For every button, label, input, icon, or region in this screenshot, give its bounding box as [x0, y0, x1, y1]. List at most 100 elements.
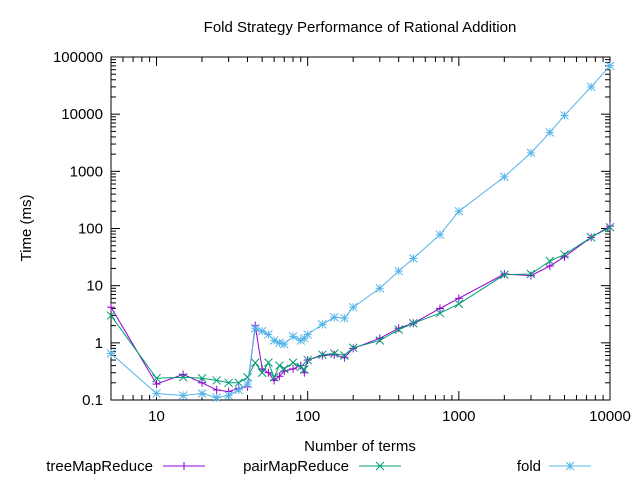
- data-point: [224, 391, 233, 400]
- data-point: [106, 311, 116, 320]
- data-point: [288, 331, 298, 341]
- legend-marker: [565, 461, 575, 471]
- data-point: [586, 233, 596, 242]
- data-point: [107, 303, 115, 312]
- data-point: [435, 230, 445, 240]
- series-line: [110, 65, 611, 399]
- data-point: [348, 302, 358, 312]
- data-point: [435, 308, 445, 318]
- data-point: [212, 376, 222, 385]
- y-tick-label: 100000: [53, 49, 103, 66]
- data-point: [454, 206, 464, 216]
- data-point: [224, 378, 233, 388]
- plot-border: [110, 56, 611, 401]
- data-point: [375, 283, 385, 293]
- data-point: [454, 294, 463, 303]
- y-tick-label: 1: [95, 335, 103, 352]
- data-point: [408, 254, 418, 263]
- data-point: [408, 318, 418, 328]
- data-point: [526, 148, 536, 158]
- legend-marker: [180, 462, 188, 470]
- data-point: [197, 373, 207, 383]
- y-tick-label: 10: [86, 278, 103, 295]
- data-point: [234, 385, 244, 395]
- series-pairMapReduce: [106, 222, 615, 388]
- x-tick-label: 10: [148, 408, 165, 425]
- legend-marker: [375, 461, 385, 471]
- x-axis-label: Number of terms: [304, 438, 416, 455]
- data-point: [330, 350, 339, 359]
- data-point: [257, 368, 267, 378]
- y-axis-label: Time (ms): [18, 195, 35, 262]
- data-point: [605, 222, 615, 232]
- data-point: [348, 343, 358, 353]
- y-tick-label: 100: [78, 221, 103, 238]
- y-tick-label: 0.1: [82, 392, 103, 409]
- data-point: [178, 372, 188, 382]
- data-point: [212, 385, 221, 394]
- series-fold: [106, 61, 615, 402]
- data-point: [296, 362, 306, 372]
- data-point: [340, 313, 349, 323]
- data-point: [275, 338, 284, 348]
- data-point: [394, 266, 404, 276]
- data-point: [275, 361, 284, 370]
- chart-title: Fold Strategy Performance of Rational Ad…: [204, 19, 517, 36]
- data-point: [499, 172, 509, 182]
- data-point: [198, 378, 207, 387]
- y-tick-label: 1000: [70, 163, 103, 180]
- data-point: [212, 393, 222, 402]
- data-point: [526, 271, 535, 280]
- data-point: [269, 372, 279, 382]
- data-point: [606, 222, 614, 231]
- legend-label: treeMapReduce: [46, 458, 153, 475]
- data-point: [317, 350, 327, 360]
- data-point: [250, 358, 260, 368]
- x-tick-label: 10000: [589, 408, 631, 425]
- data-point: [279, 364, 289, 374]
- data-point: [197, 389, 207, 398]
- legend-label: fold: [517, 458, 541, 475]
- data-point: [275, 372, 284, 381]
- data-point: [329, 349, 339, 358]
- data-point: [500, 269, 509, 278]
- data-point: [279, 339, 289, 349]
- data-point: [394, 325, 404, 335]
- data-point: [375, 336, 385, 345]
- data-point: [435, 304, 444, 313]
- data-point: [289, 364, 298, 373]
- x-tick-label: 1000: [442, 408, 475, 425]
- data-point: [250, 323, 260, 333]
- data-point: [560, 250, 569, 259]
- data-point: [526, 269, 536, 279]
- series-treeMapReduce: [107, 222, 614, 396]
- series-layer: [106, 61, 615, 402]
- data-point: [288, 358, 298, 368]
- data-point: [152, 380, 161, 389]
- data-point: [499, 270, 509, 280]
- data-point: [243, 372, 252, 382]
- data-point: [264, 368, 273, 377]
- legend-item: fold: [517, 458, 591, 475]
- data-point: [243, 379, 252, 389]
- legend: treeMapReduce pairMapReduce fold: [46, 458, 591, 475]
- data-point: [560, 111, 569, 120]
- data-point: [234, 378, 244, 388]
- data-point: [586, 82, 596, 92]
- data-point: [605, 61, 615, 71]
- data-point: [299, 365, 309, 374]
- series-line: [110, 226, 611, 384]
- data-point: [340, 351, 349, 360]
- legend-label: pairMapReduce: [243, 458, 349, 475]
- data-point: [329, 312, 339, 322]
- data-point: [106, 349, 116, 358]
- data-point: [152, 373, 161, 383]
- data-point: [545, 262, 554, 271]
- x-tick-label: 100: [295, 408, 320, 425]
- data-point: [303, 355, 313, 365]
- data-point: [264, 358, 273, 368]
- data-point: [152, 389, 161, 398]
- data-point: [545, 128, 555, 137]
- data-point: [454, 299, 464, 309]
